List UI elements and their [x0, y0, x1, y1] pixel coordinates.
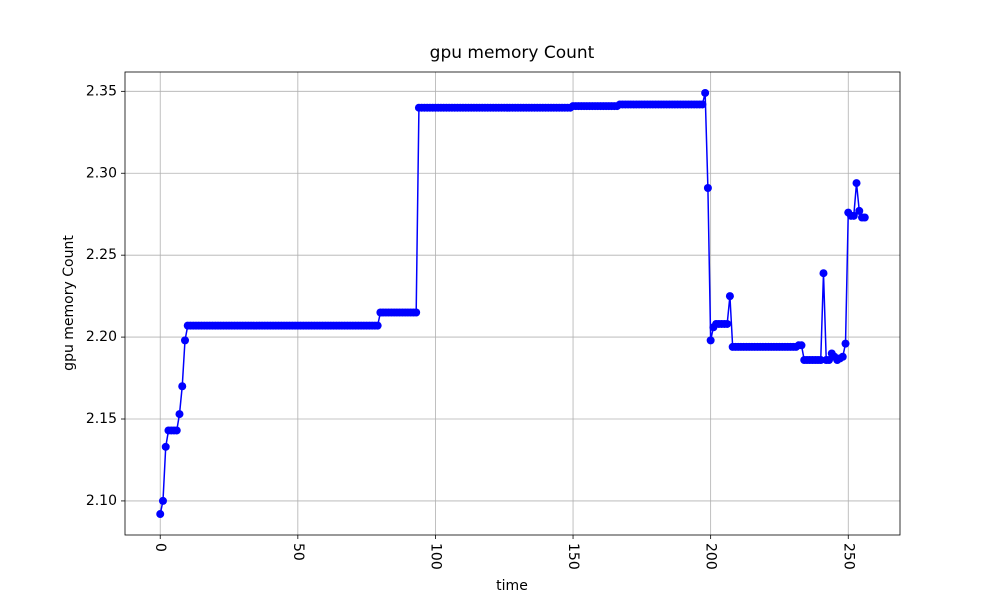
data-point — [412, 308, 421, 317]
data-point — [180, 336, 189, 345]
x-tick-label: 200 — [703, 543, 719, 570]
data-point — [855, 206, 864, 215]
data-point — [178, 382, 187, 391]
plot-frame — [124, 71, 901, 536]
data-point — [706, 336, 715, 345]
y-tick-label: 2.30 — [86, 165, 117, 181]
data-point — [698, 100, 707, 109]
data-point — [373, 321, 382, 330]
data-point — [175, 410, 184, 419]
data-point — [860, 213, 869, 222]
data-point — [172, 426, 181, 435]
y-tick-label: 2.20 — [86, 329, 117, 345]
y-tick-label: 2.10 — [86, 493, 117, 509]
y-tick-label: 2.25 — [86, 247, 117, 263]
y-axis-label: gpu memory Count — [61, 235, 77, 371]
y-tick-label: 2.15 — [86, 411, 117, 427]
data-point — [852, 179, 861, 188]
data-point — [156, 510, 165, 519]
x-tick-label: 0 — [152, 543, 168, 552]
data-point — [838, 352, 847, 361]
data-point — [158, 496, 167, 505]
data-point — [841, 339, 850, 348]
data-point — [725, 292, 734, 301]
data-point — [849, 211, 858, 220]
x-tick-label: 250 — [840, 543, 856, 570]
data-point — [816, 356, 825, 365]
x-axis-label: time — [496, 578, 528, 594]
data-point — [819, 269, 828, 278]
data-point — [703, 183, 712, 192]
x-tick-label: 100 — [427, 543, 443, 570]
data-point — [797, 341, 806, 350]
data-point — [701, 88, 710, 97]
data-point — [723, 319, 732, 328]
chart-title: gpu memory Count — [430, 43, 595, 63]
y-tick-label: 2.35 — [86, 83, 117, 99]
x-tick-label: 150 — [565, 543, 581, 570]
data-point — [161, 442, 170, 451]
x-tick-label: 50 — [290, 543, 306, 561]
